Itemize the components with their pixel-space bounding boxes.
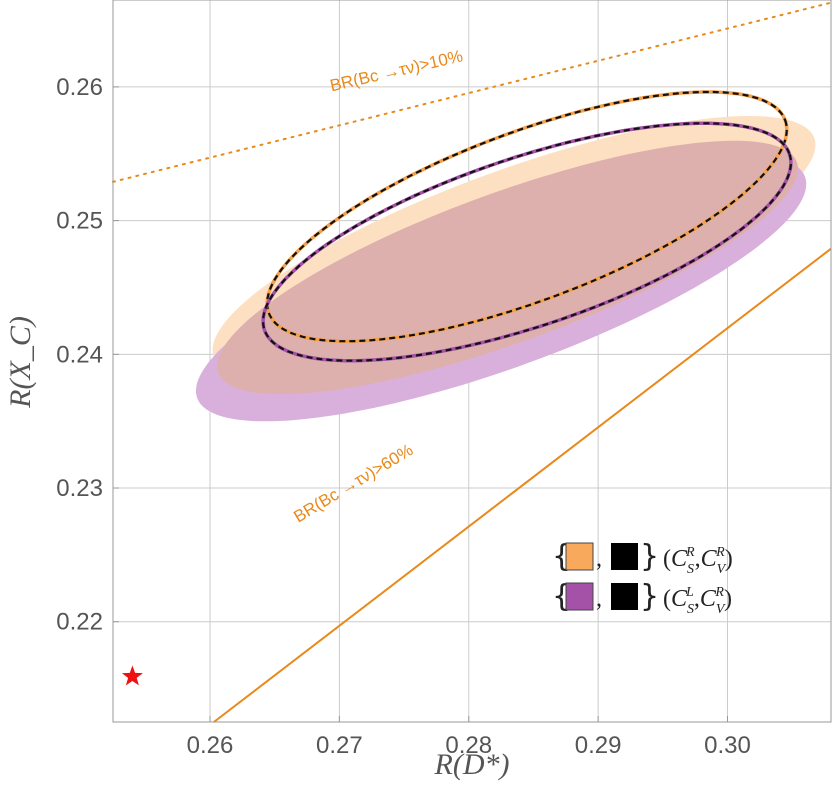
plot-frame	[112, 0, 832, 723]
x-tick-label-0: 0.26	[187, 732, 234, 759]
x-tick-label-2: 0.28	[445, 732, 492, 759]
line-br60	[213, 247, 832, 723]
contour-1-dash	[261, 122, 793, 362]
x-axis-title-text: R(D*)	[434, 748, 510, 781]
legend-comma: ,	[596, 586, 602, 612]
legend-swatch-purple	[565, 582, 594, 611]
legend-label-2: (CSL,CVR)	[663, 585, 732, 617]
region-2	[217, 140, 798, 395]
contour-0-dash	[266, 90, 788, 343]
y-axis-title-text: R(X_C)	[4, 316, 37, 409]
x-tick-label-3: 0.29	[575, 732, 622, 759]
legend-comma: ,	[596, 546, 602, 572]
x-tick-label-1: 0.27	[316, 732, 363, 759]
legend-1-v-sup: R	[715, 545, 725, 560]
legend-2-s-sup: L	[685, 585, 694, 600]
legend-brace-close: }	[640, 539, 659, 574]
legend: { , } (CSR,CVR) { , } (CSL,CVR)	[552, 539, 733, 617]
x-axis-ticks: 0.26 0.27 0.28 0.29 0.30	[187, 716, 751, 759]
y-tick-label-2: 0.24	[56, 341, 103, 368]
branching-ratio-lines	[112, 1, 832, 723]
y-tick-label-4: 0.26	[56, 74, 103, 101]
legend-brace-close: }	[640, 579, 659, 614]
sm-star-marker	[121, 665, 143, 686]
allowed-regions	[196, 116, 816, 422]
legend-swatch-orange	[565, 542, 594, 571]
y-tick-label-1: 0.23	[56, 475, 103, 502]
legend-swatch-black	[611, 543, 638, 570]
legend-swatch-black	[611, 583, 638, 610]
sm-point	[121, 665, 143, 686]
legend-2-v-sup: R	[714, 585, 724, 600]
y-axis-ticks: 0.22 0.23 0.24 0.25 0.26	[56, 74, 119, 636]
x-tick-label-4: 0.30	[704, 732, 751, 759]
y-axis-title: R(X_C)	[4, 316, 37, 409]
y-tick-label-0: 0.22	[56, 609, 103, 636]
legend-entry-1: { , } (CSR,CVR)	[552, 539, 733, 577]
legend-entry-2: { , } (CSL,CVR)	[552, 579, 732, 617]
line-br10	[112, 1, 832, 183]
legend-1-s-sup: R	[685, 545, 695, 560]
x-axis-title: R(D*)	[434, 748, 510, 781]
y-tick-label-3: 0.25	[56, 208, 103, 235]
contours	[261, 90, 793, 363]
